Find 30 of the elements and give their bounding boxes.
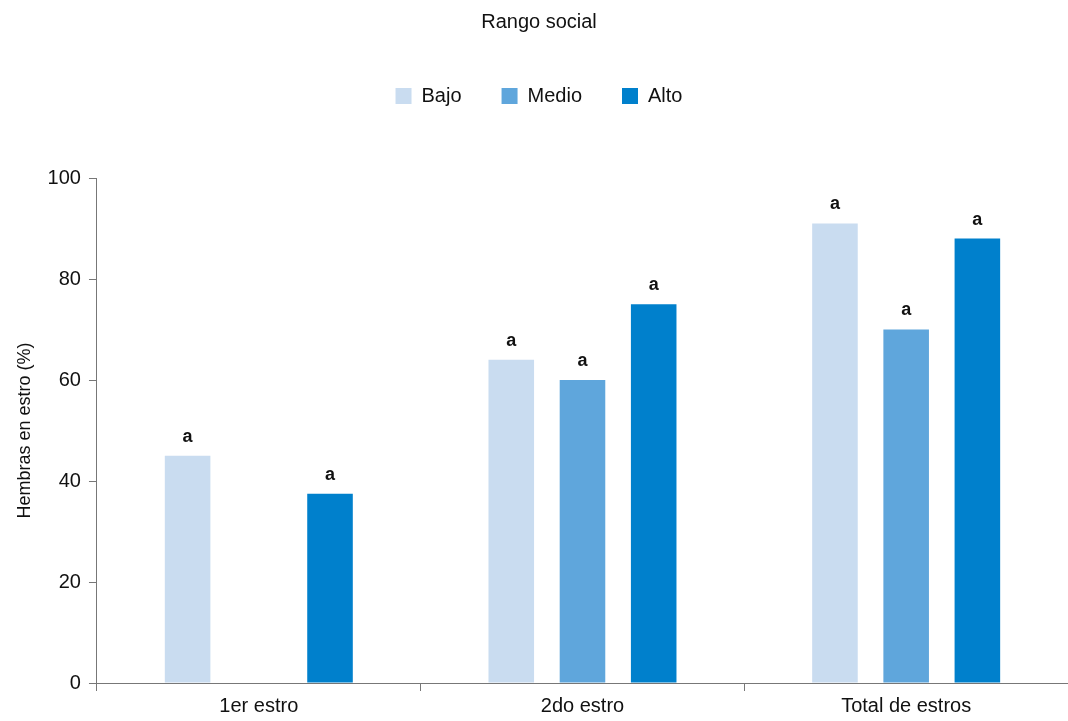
bar	[307, 493, 353, 683]
bar	[559, 380, 606, 683]
legend-label: Alto	[648, 83, 683, 106]
y-tick-label: 0	[69, 670, 81, 693]
bar	[954, 238, 1001, 683]
x-tick-label: 2do estro	[540, 693, 625, 716]
data-label: a	[972, 208, 984, 229]
y-tick-label: 60	[58, 367, 81, 390]
bar	[488, 359, 535, 683]
y-tick-label: 100	[47, 165, 81, 188]
y-axis-title: Hembras en estro (%)	[13, 342, 34, 519]
legend-title: Rango social	[481, 9, 597, 32]
y-tick-label: 20	[58, 569, 81, 592]
y-tick-label: 40	[58, 468, 81, 491]
legend-label: Bajo	[421, 83, 462, 106]
x-tick-label: 1er estro	[219, 693, 299, 716]
bar	[883, 329, 929, 683]
data-label: a	[577, 349, 589, 370]
bar	[812, 223, 858, 683]
bar	[164, 455, 211, 683]
data-label: a	[829, 193, 841, 214]
data-label: a	[325, 463, 337, 484]
y-tick-label: 80	[58, 266, 81, 289]
x-tick-label: Total de estros	[841, 693, 972, 716]
data-label: a	[506, 329, 518, 350]
legend-label: Medio	[527, 83, 583, 106]
data-label: a	[648, 274, 660, 295]
bar	[630, 304, 677, 683]
data-label: a	[182, 425, 194, 446]
data-label: a	[901, 299, 913, 320]
